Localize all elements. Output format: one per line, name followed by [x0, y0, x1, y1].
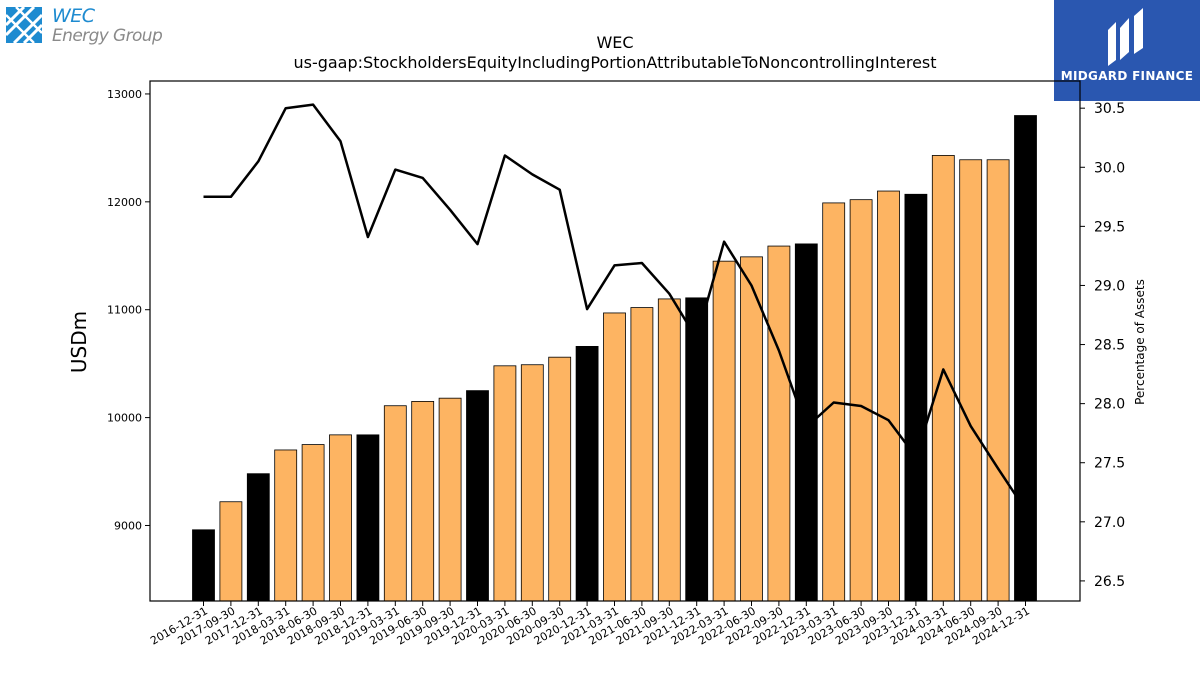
bar-series [192, 115, 1037, 602]
bar [466, 390, 489, 602]
line-series [203, 103, 1027, 511]
y2-tick-label: 29.5 [1094, 219, 1125, 235]
chart-subtitle: us-gaap:StockholdersEquityIncludingPorti… [293, 53, 936, 72]
bar [219, 501, 243, 602]
bar [931, 155, 955, 602]
bar [575, 345, 599, 602]
y2-tick-label: 27.0 [1094, 515, 1125, 531]
y2-tick-label: 26.5 [1094, 574, 1125, 590]
wec-logo-icon [6, 7, 42, 43]
bar [712, 260, 736, 602]
bar [192, 529, 215, 602]
y2-tick-label: 28.5 [1094, 338, 1125, 354]
y2-tick-label: 30.0 [1094, 160, 1125, 176]
chart-title: WEC [596, 33, 633, 52]
bar [685, 297, 709, 602]
wec-logo-subtitle: Energy Group [52, 26, 163, 46]
bar [356, 434, 380, 602]
y-tick-label: 13000 [107, 88, 142, 101]
bar [603, 312, 626, 602]
bar [657, 298, 681, 602]
bar [877, 190, 900, 602]
bar [274, 449, 298, 602]
midgard-logo-icon [1108, 8, 1143, 66]
bar [794, 243, 818, 602]
wec-logo-name: WEC [52, 5, 95, 27]
y2-tick-label: 28.0 [1094, 397, 1125, 413]
bar [383, 405, 407, 602]
bar [849, 199, 873, 602]
y2-tick-label: 27.5 [1094, 456, 1125, 472]
bar [493, 365, 517, 602]
y-axis-label: USDm [67, 311, 91, 373]
y2-tick-label: 29.0 [1094, 278, 1125, 294]
y2-axis-label: Percentage of Assets [1133, 279, 1147, 405]
y-tick-label: 9000 [114, 519, 142, 532]
bar [438, 397, 462, 602]
percentage-line [203, 103, 1027, 511]
bar [767, 245, 791, 602]
y2-tick-label: 30.5 [1094, 101, 1125, 117]
midgard-finance-logo: MIDGARD FINANCE [1054, 0, 1200, 101]
bar [630, 307, 654, 602]
bar [548, 356, 572, 602]
midgard-logo-name: MIDGARD FINANCE [1060, 69, 1194, 83]
bar [986, 159, 1010, 602]
bar [959, 159, 983, 602]
bar [520, 364, 544, 602]
bar [1014, 115, 1037, 602]
y-tick-label: 10000 [107, 412, 142, 425]
bar [329, 434, 352, 602]
bar [904, 193, 928, 602]
y-tick-label: 12000 [107, 196, 142, 209]
y-tick-label: 11000 [107, 304, 142, 317]
bar [301, 444, 325, 602]
bar [246, 473, 270, 602]
wec-energy-group-logo: WEC Energy Group [6, 6, 166, 46]
bar [411, 401, 435, 602]
bar [740, 256, 763, 602]
